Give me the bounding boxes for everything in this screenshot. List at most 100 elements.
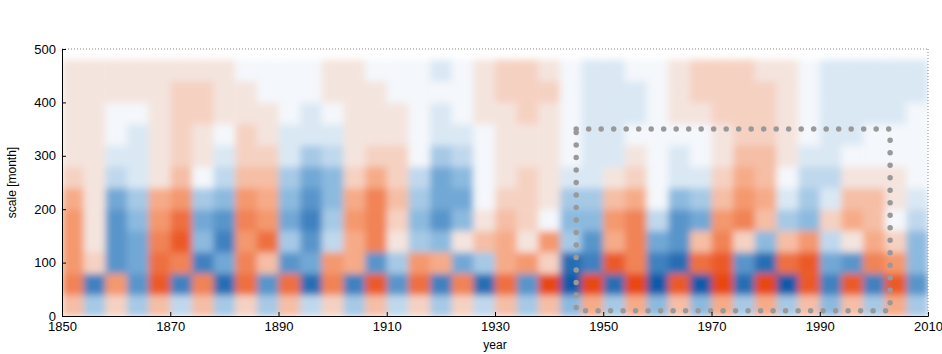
heatmap-cell <box>408 124 430 146</box>
heatmap-cell <box>582 166 604 188</box>
heatmap-cell <box>582 145 604 167</box>
heatmap-cell <box>235 295 257 316</box>
heatmap-cell <box>690 273 712 295</box>
heatmap-cell <box>841 231 863 253</box>
heatmap-cell <box>192 81 214 103</box>
heatmap-cell <box>906 124 928 146</box>
heatmap-cell <box>820 188 842 210</box>
heatmap-cell <box>863 102 885 124</box>
heatmap-cell <box>755 145 777 167</box>
heatmap-cell <box>343 145 365 167</box>
heatmap-cell <box>279 81 301 103</box>
heatmap-cell <box>84 231 106 253</box>
heatmap-cell <box>192 102 214 124</box>
heatmap-cell <box>192 166 214 188</box>
heatmap-cell <box>560 81 582 103</box>
heatmap-cell <box>192 231 214 253</box>
heatmap-cell <box>517 102 539 124</box>
heatmap-cell <box>192 188 214 210</box>
heatmap-cell <box>235 209 257 231</box>
heatmap-cell <box>906 102 928 124</box>
heatmap-cell <box>62 145 84 167</box>
heatmap-cell <box>430 273 452 295</box>
heatmap-cell <box>538 81 560 103</box>
heatmap-cell <box>408 231 430 253</box>
heatmap-cell <box>408 188 430 210</box>
heatmap-cell <box>322 166 344 188</box>
heatmap-cell <box>906 273 928 295</box>
heatmap-cell <box>582 102 604 124</box>
tick-mark <box>62 316 66 317</box>
heatmap-cell <box>343 252 365 274</box>
tick-mark <box>603 312 604 316</box>
heatmap-cell <box>690 145 712 167</box>
heatmap-cell <box>712 252 734 274</box>
heatmap-cell <box>473 166 495 188</box>
heatmap-cell <box>473 145 495 167</box>
heatmap-cell <box>343 273 365 295</box>
heatmap-cell <box>343 188 365 210</box>
heatmap-cell <box>517 81 539 103</box>
heatmap-cell <box>408 209 430 231</box>
heatmap-cell <box>603 231 625 253</box>
heatmap-cell <box>863 124 885 146</box>
heatmap-cell <box>690 209 712 231</box>
heatmap-cell <box>495 209 517 231</box>
tick: 2010 <box>914 312 942 334</box>
heatmap-cell <box>84 60 106 82</box>
heatmap-cell <box>538 188 560 210</box>
heatmap-cell <box>235 166 257 188</box>
heatmap-cell <box>495 124 517 146</box>
tick-mark <box>62 49 66 50</box>
heatmap-cell <box>538 252 560 274</box>
heatmap-cell <box>170 102 192 124</box>
heatmap-cell <box>84 209 106 231</box>
heatmap-cell <box>105 273 127 295</box>
heatmap-cell <box>733 102 755 124</box>
heatmap-cell <box>430 81 452 103</box>
heatmap-cell <box>712 145 734 167</box>
heatmap-cell <box>798 166 820 188</box>
tick-label: 300 <box>34 148 56 163</box>
tick-label: 500 <box>34 42 56 57</box>
tick: 1990 <box>806 312 835 334</box>
heatmap-cell <box>863 81 885 103</box>
heatmap-cell <box>192 295 214 316</box>
heatmap-cell <box>733 166 755 188</box>
heatmap-cell <box>430 124 452 146</box>
heatmap-cell <box>647 166 669 188</box>
heatmap-cell <box>690 295 712 316</box>
heatmap-cell <box>257 60 279 82</box>
heatmap-cell <box>322 252 344 274</box>
tick-label: 200 <box>34 202 56 217</box>
heatmap-cell <box>885 295 907 316</box>
heatmap-cell <box>776 60 798 82</box>
heatmap-cell <box>495 252 517 274</box>
heatmap-cell <box>820 273 842 295</box>
heatmap-cell <box>408 166 430 188</box>
heatmap-cell <box>430 145 452 167</box>
heatmap-cell <box>235 60 257 82</box>
heatmap-cell <box>647 209 669 231</box>
heatmap-cell <box>517 273 539 295</box>
heatmap-cell <box>127 295 149 316</box>
heatmap-cell <box>863 188 885 210</box>
heatmap-cell <box>647 81 669 103</box>
heatmap-cell <box>582 81 604 103</box>
heatmap-cell <box>127 231 149 253</box>
heatmap-cell <box>343 102 365 124</box>
heatmap-cell <box>841 60 863 82</box>
heatmap-cell <box>690 188 712 210</box>
heatmap-cell <box>733 252 755 274</box>
heatmap-cell <box>712 102 734 124</box>
heatmap-cell <box>170 188 192 210</box>
heatmap-cell <box>625 145 647 167</box>
frame-top <box>62 49 928 50</box>
heatmap-cell <box>214 81 236 103</box>
heatmap-cell <box>365 102 387 124</box>
axis-line <box>63 50 67 317</box>
heatmap-cell <box>235 252 257 274</box>
heatmap-cell <box>452 166 474 188</box>
heatmap-cell <box>84 273 106 295</box>
heatmap-cell <box>170 231 192 253</box>
